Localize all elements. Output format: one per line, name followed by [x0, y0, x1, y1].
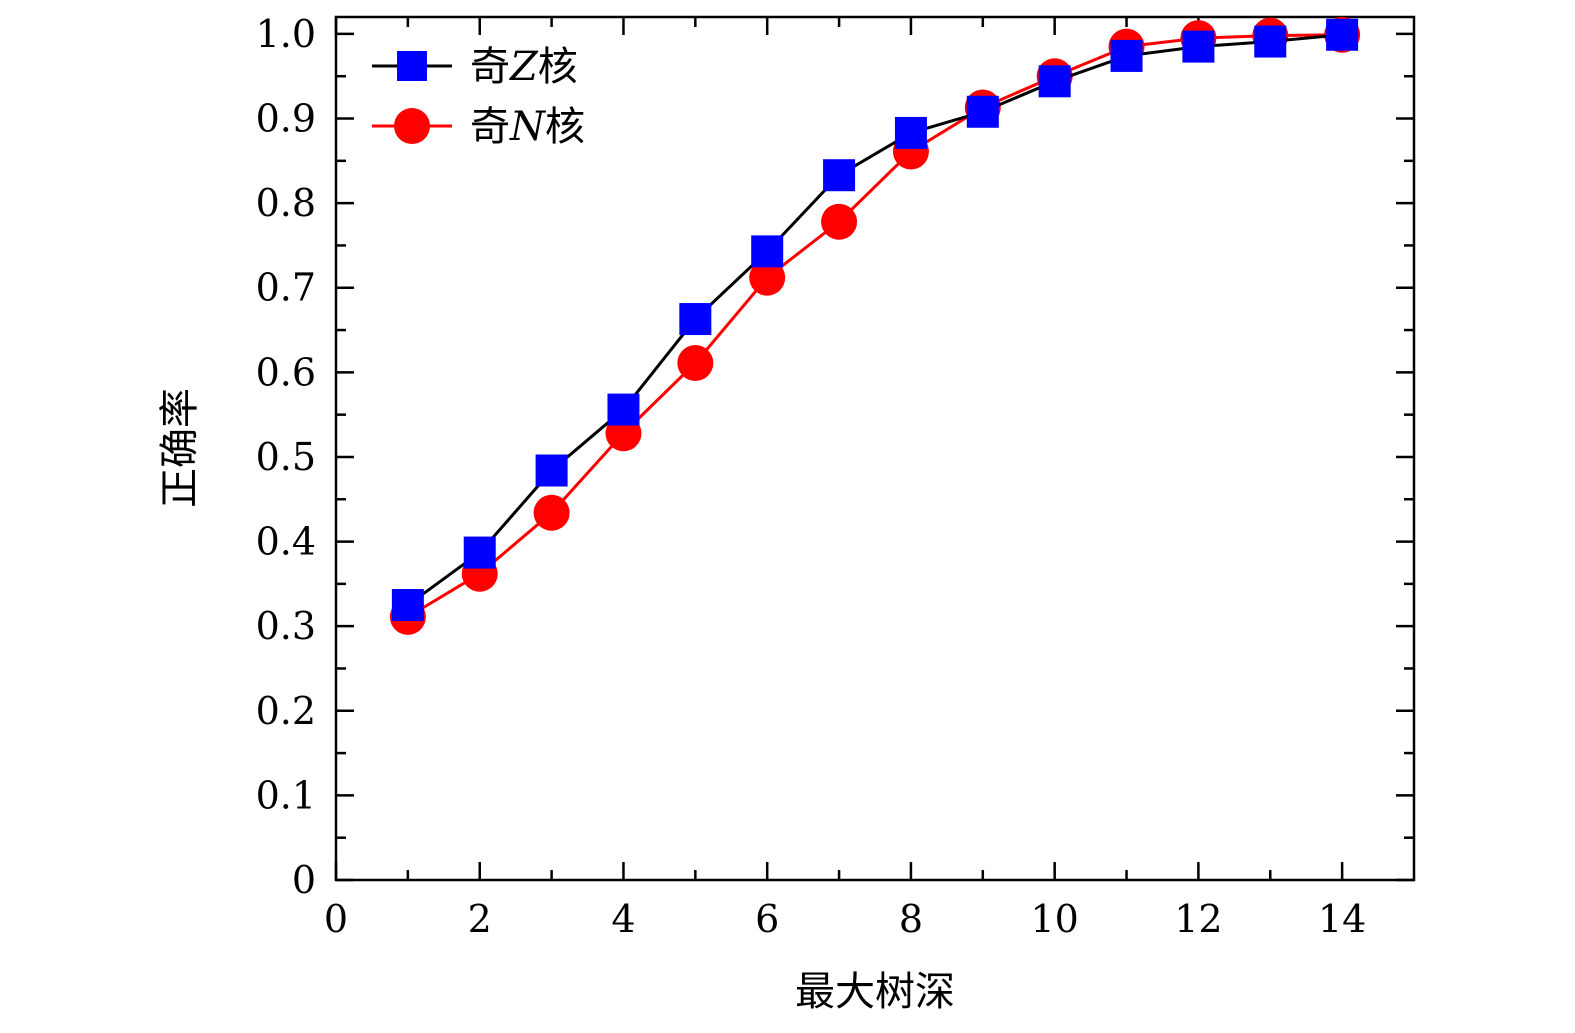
legend-label-z: 奇Z核 — [470, 44, 578, 90]
legend-item-n: 奇N核 — [372, 104, 585, 150]
series-z-point — [1182, 30, 1215, 63]
series-z-point — [966, 95, 999, 128]
legend-label-z-prefix: 奇 — [470, 44, 510, 90]
legend: 奇Z核 奇N核 — [372, 44, 585, 150]
x-tick-label: 0 — [324, 897, 348, 941]
y-tick-label: 0.3 — [256, 604, 316, 648]
legend-label-n: 奇N核 — [470, 104, 585, 150]
y-tick-label: 0.8 — [256, 181, 316, 225]
x-tick-labels: 0 2 4 6 8 10 12 14 — [324, 897, 1366, 941]
series-z-point — [535, 454, 568, 487]
y-tick-label: 0.7 — [256, 266, 316, 310]
x-tick-label: 6 — [755, 897, 779, 941]
y-tick-label: 0.9 — [256, 97, 316, 141]
series-z-point — [391, 589, 424, 622]
legend-label-n-prefix: 奇 — [470, 104, 510, 150]
series-n-point — [533, 494, 570, 531]
x-tick-label: 4 — [611, 897, 635, 941]
series-n-point — [749, 259, 786, 296]
legend-marker-n — [394, 108, 430, 144]
legend-label-n-suffix: 核 — [545, 104, 585, 150]
legend-label-z-suffix: 核 — [538, 44, 578, 90]
x-tick-label: 8 — [899, 897, 923, 941]
y-tick-label: 0.6 — [256, 350, 316, 394]
x-tick-label: 2 — [468, 897, 492, 941]
series-z — [391, 18, 1359, 622]
y-tick-label: 0.5 — [256, 435, 316, 479]
y-tick-label: 0.2 — [256, 689, 316, 733]
x-tick-label: 14 — [1318, 897, 1366, 941]
series-z-point — [1326, 18, 1359, 51]
y-tick-label: 0.1 — [256, 773, 316, 817]
series-layer — [389, 16, 1361, 635]
x-tick-label: 12 — [1174, 897, 1222, 941]
legend-item-z: 奇Z核 — [372, 44, 578, 90]
legend-marker-z — [397, 51, 427, 81]
y-tick-labels: 0 0.1 0.2 0.3 0.4 0.5 0.6 0.7 0.8 0.9 1.0 — [256, 12, 316, 902]
x-tick-label: 10 — [1030, 897, 1078, 941]
series-z-point — [823, 159, 856, 192]
y-axis-title: 正确率 — [157, 388, 203, 508]
series-z-point — [1110, 39, 1143, 72]
series-z-point — [1254, 25, 1287, 58]
series-z-point — [607, 393, 640, 426]
legend-label-z-var: Z — [508, 44, 539, 90]
series-z-point — [679, 303, 712, 336]
series-z-point — [894, 116, 927, 149]
y-tick-label: 1.0 — [256, 12, 316, 56]
x-axis-title: 最大树深 — [795, 969, 955, 1015]
series-n-point — [677, 345, 714, 382]
y-tick-label: 0 — [292, 858, 316, 902]
series-z-point — [1038, 65, 1071, 98]
axis-ticks — [334, 17, 1414, 882]
y-tick-label: 0.4 — [256, 520, 316, 564]
series-z-point — [463, 536, 496, 569]
legend-label-n-var: N — [509, 104, 547, 150]
series-z-point — [751, 235, 784, 268]
plot-frame — [334, 15, 1416, 882]
series-n-point — [821, 203, 858, 240]
